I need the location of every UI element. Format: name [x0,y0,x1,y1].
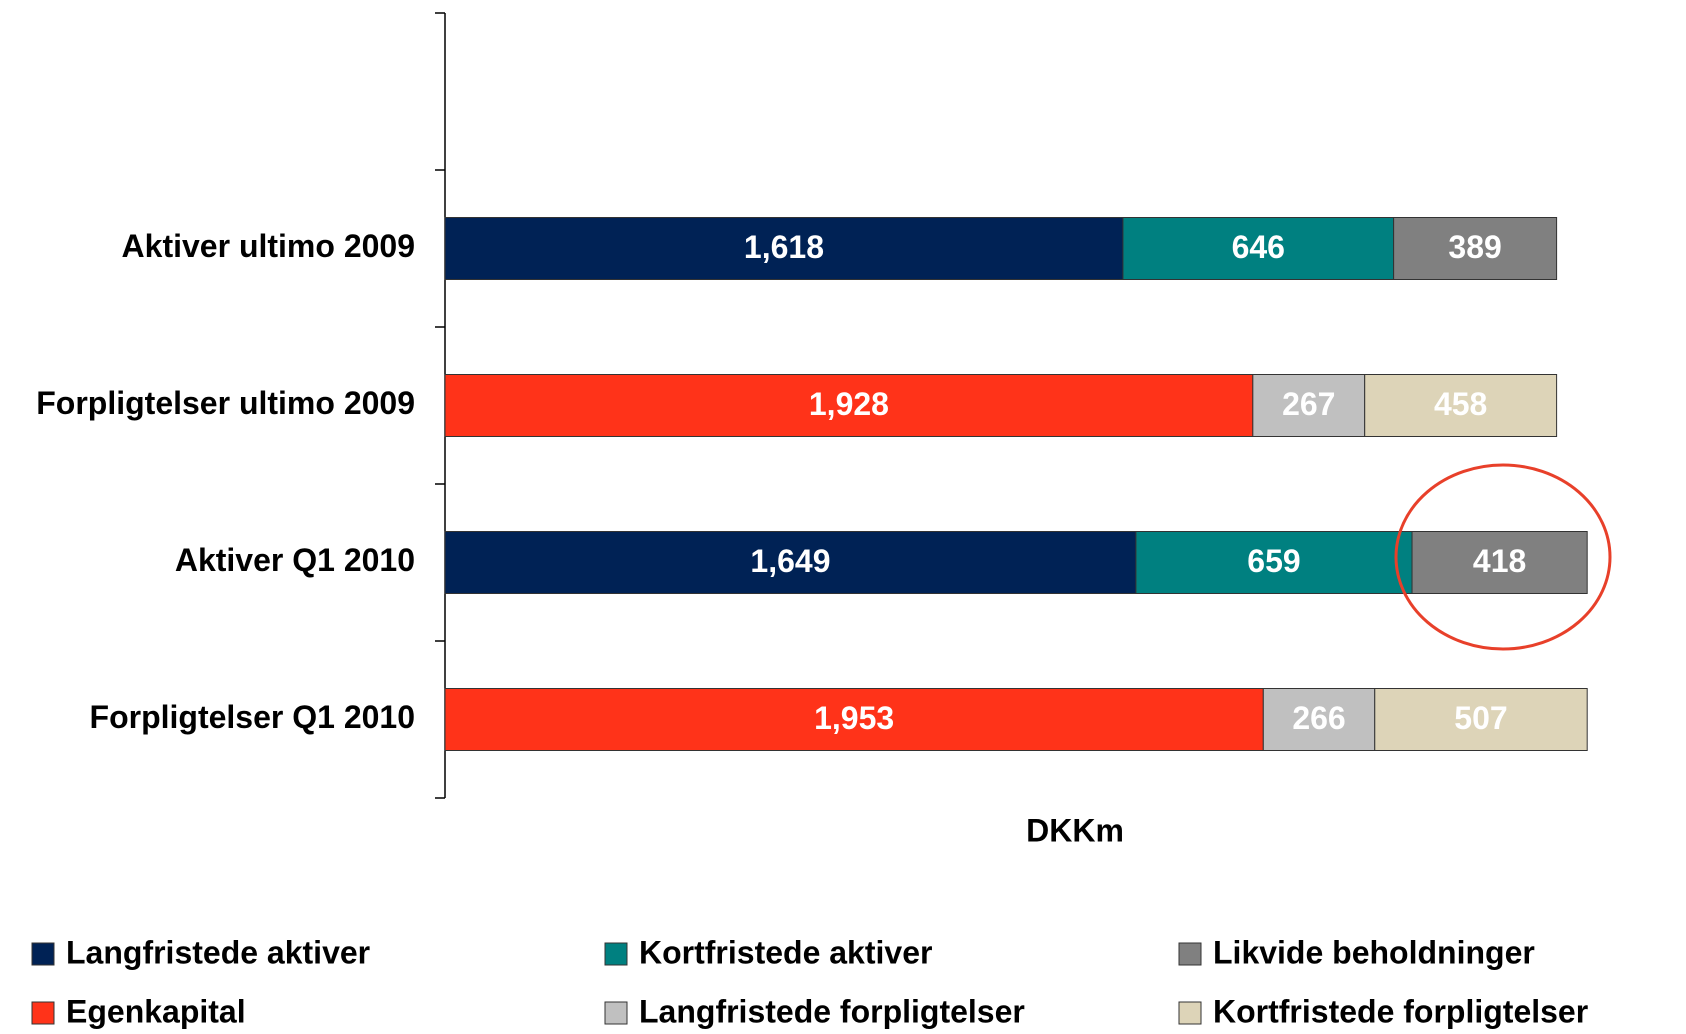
bar-segment [444,374,1254,437]
bar-segment [1135,531,1413,594]
data-label: 1,618 [744,229,824,265]
bar-segment [1252,374,1366,437]
data-label: 418 [1473,543,1526,579]
data-label: 266 [1292,700,1345,736]
y-tick-label: Aktiver ultimo 2009 [122,228,415,264]
data-label: 659 [1247,543,1300,579]
bar-segment [1262,688,1376,751]
data-label: 1,953 [814,700,894,736]
data-label: 389 [1448,229,1501,265]
data-label: 267 [1282,386,1335,422]
bar-segment [444,531,1137,594]
legend-swatch [31,1001,55,1025]
legend-label: Kortfristede aktiver [639,934,932,970]
bar-segment [1122,217,1395,280]
bar-segment [1374,688,1588,751]
highlight-circle [1394,463,1612,651]
y-tick-label: Forpligtelser Q1 2010 [90,699,415,735]
bar-segment [1411,531,1588,594]
bar-segment [444,688,1264,751]
data-label: 1,928 [809,386,889,422]
bar-segment [1393,217,1558,280]
x-axis-label: DKKm [1026,812,1124,848]
legend-label: Langfristede aktiver [66,934,370,970]
legend-label: Kortfristede forpligtelser [1213,993,1588,1029]
data-label: 1,649 [750,543,830,579]
data-label: 646 [1232,229,1285,265]
bar-segment [1364,374,1558,437]
legend-label: Likvide beholdninger [1213,934,1535,970]
legend-swatch [604,942,628,966]
bar-segment [444,217,1124,280]
legend-label: Egenkapital [66,993,246,1029]
legend-swatch [1178,1001,1202,1025]
legend-swatch [31,942,55,966]
data-label: 458 [1434,386,1487,422]
y-tick-label: Forpligtelser ultimo 2009 [36,385,415,421]
legend-swatch [1178,942,1202,966]
y-tick-label: Aktiver Q1 2010 [175,542,415,578]
legend-swatch [604,1001,628,1025]
legend-label: Langfristede forpligtelser [639,993,1025,1029]
data-label: 507 [1454,700,1507,736]
